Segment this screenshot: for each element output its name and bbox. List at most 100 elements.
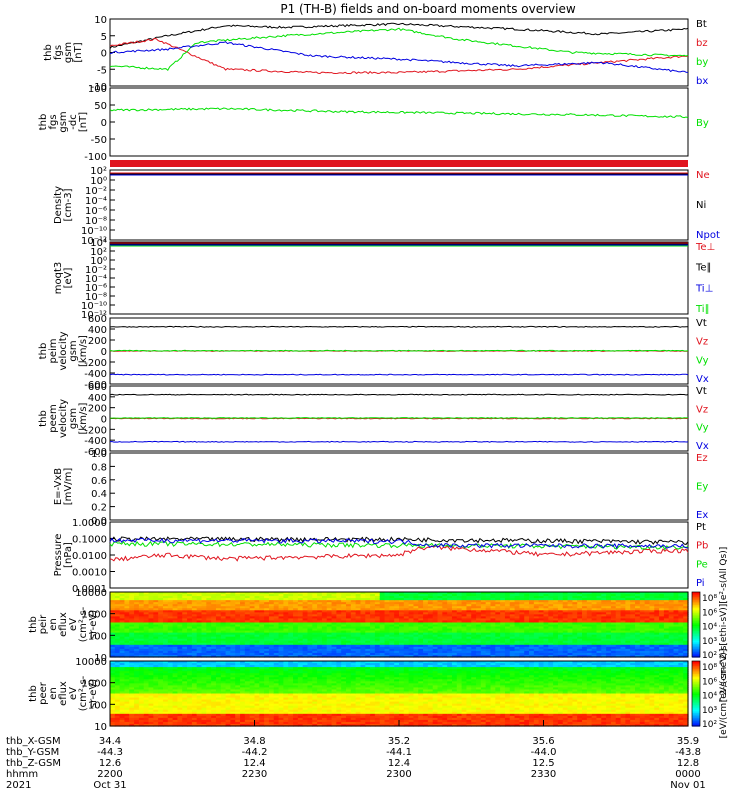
heatmap-cell	[673, 598, 679, 601]
legend-Vx: Vx	[696, 441, 709, 452]
heatmap-cell	[206, 701, 212, 705]
heatmap-cell	[182, 675, 188, 678]
heatmap-cell	[326, 610, 333, 613]
heatmap-cell	[177, 642, 183, 646]
heatmap-cell	[158, 648, 164, 652]
heatmap-cell	[606, 648, 612, 652]
heatmap-cell	[514, 608, 521, 611]
heatmap-cell	[167, 632, 174, 636]
heatmap-cell	[317, 634, 323, 638]
heatmap-cell	[360, 606, 366, 609]
heatmap-cell	[196, 596, 203, 599]
heatmap-cell	[129, 715, 135, 719]
heatmap-cell	[172, 679, 179, 682]
heatmap-cell	[476, 652, 482, 656]
heatmap-cell	[582, 624, 588, 628]
heatmap-cell	[432, 644, 439, 648]
heatmap-cell	[321, 600, 328, 603]
heatmap-cell	[639, 616, 646, 620]
heatmap-cell	[211, 594, 217, 597]
heatmap-cell	[182, 622, 188, 626]
heatmap-cell	[394, 604, 400, 607]
heatmap-cell	[191, 614, 198, 617]
heatmap-cell	[683, 592, 689, 595]
heatmap-cell	[129, 713, 135, 717]
heatmap-cell	[480, 652, 487, 656]
heatmap-cell	[283, 610, 289, 613]
heatmap-cell	[143, 622, 150, 626]
heatmap-cell	[206, 661, 212, 664]
heatmap-cell	[341, 616, 347, 620]
heatmap-cell	[264, 598, 270, 601]
heatmap-cell	[427, 646, 434, 650]
heatmap-cell	[225, 669, 232, 672]
heatmap-cell	[620, 652, 626, 656]
heatmap-cell	[264, 634, 270, 638]
heatmap-cell	[215, 717, 222, 721]
heatmap-cell	[293, 604, 299, 607]
heatmap-cell	[374, 638, 381, 642]
heatmap-cell	[577, 628, 583, 632]
heatmap-cell	[138, 713, 145, 717]
heatmap-cell	[370, 648, 376, 652]
heatmap-cell	[288, 592, 294, 595]
heatmap-cell	[191, 671, 198, 674]
heatmap-cell	[355, 628, 362, 632]
heatmap-cell	[596, 630, 602, 634]
heatmap-cell	[553, 614, 559, 617]
legend-Vt: Vt	[696, 386, 707, 397]
heatmap-cell	[244, 596, 251, 599]
y-tick-label: 10⁻⁸	[85, 292, 107, 303]
heatmap-cell	[182, 689, 188, 693]
heatmap-cell	[509, 636, 516, 640]
heatmap-cell	[663, 606, 670, 609]
heatmap-cell	[254, 634, 260, 638]
heatmap-cell	[442, 628, 448, 632]
heatmap-cell	[114, 616, 121, 620]
heatmap-cell	[187, 628, 193, 632]
heatmap-cell	[413, 652, 419, 656]
heatmap-cell	[615, 628, 622, 632]
heatmap-cell	[293, 626, 299, 630]
colorbar-cell	[692, 634, 700, 637]
heatmap-cell	[668, 610, 675, 613]
heatmap-cell	[172, 634, 179, 638]
heatmap-cell	[196, 592, 203, 595]
heatmap-cell	[495, 614, 501, 617]
heatmap-cell	[500, 616, 506, 620]
heatmap-cell	[230, 614, 236, 617]
heatmap-cell	[668, 654, 675, 658]
heatmap-cell	[273, 602, 280, 605]
heatmap-cell	[172, 600, 179, 603]
heatmap-cell	[196, 711, 203, 715]
heatmap-cell	[485, 618, 492, 622]
heatmap-cell	[654, 632, 660, 636]
heatmap-cell	[240, 630, 246, 634]
heatmap-cell	[235, 602, 241, 605]
heatmap-cell	[346, 638, 352, 642]
heatmap-cell	[476, 650, 482, 654]
heatmap-cell	[389, 624, 395, 628]
heatmap-cell	[187, 671, 193, 674]
heatmap-cell	[630, 594, 636, 597]
heatmap-cell	[529, 616, 535, 620]
heatmap-cell	[182, 628, 188, 632]
heatmap-cell	[543, 592, 549, 595]
heatmap-cell	[389, 600, 395, 603]
heatmap-cell	[143, 697, 150, 701]
heatmap-cell	[162, 695, 169, 699]
colorbar-cell	[692, 637, 700, 640]
heatmap-cell	[350, 592, 357, 595]
heatmap-cell	[586, 626, 593, 630]
heatmap-cell	[423, 618, 429, 622]
heatmap-cell	[451, 648, 458, 652]
heatmap-cell	[206, 681, 212, 684]
heatmap-cell	[389, 634, 395, 638]
heatmap-cell	[374, 646, 381, 650]
heatmap-cell	[529, 608, 535, 611]
heatmap-cell	[557, 598, 564, 601]
heatmap-cell	[673, 614, 679, 617]
heatmap-cell	[403, 606, 410, 609]
heatmap-cell	[273, 600, 280, 603]
heatmap-cell	[158, 689, 164, 693]
